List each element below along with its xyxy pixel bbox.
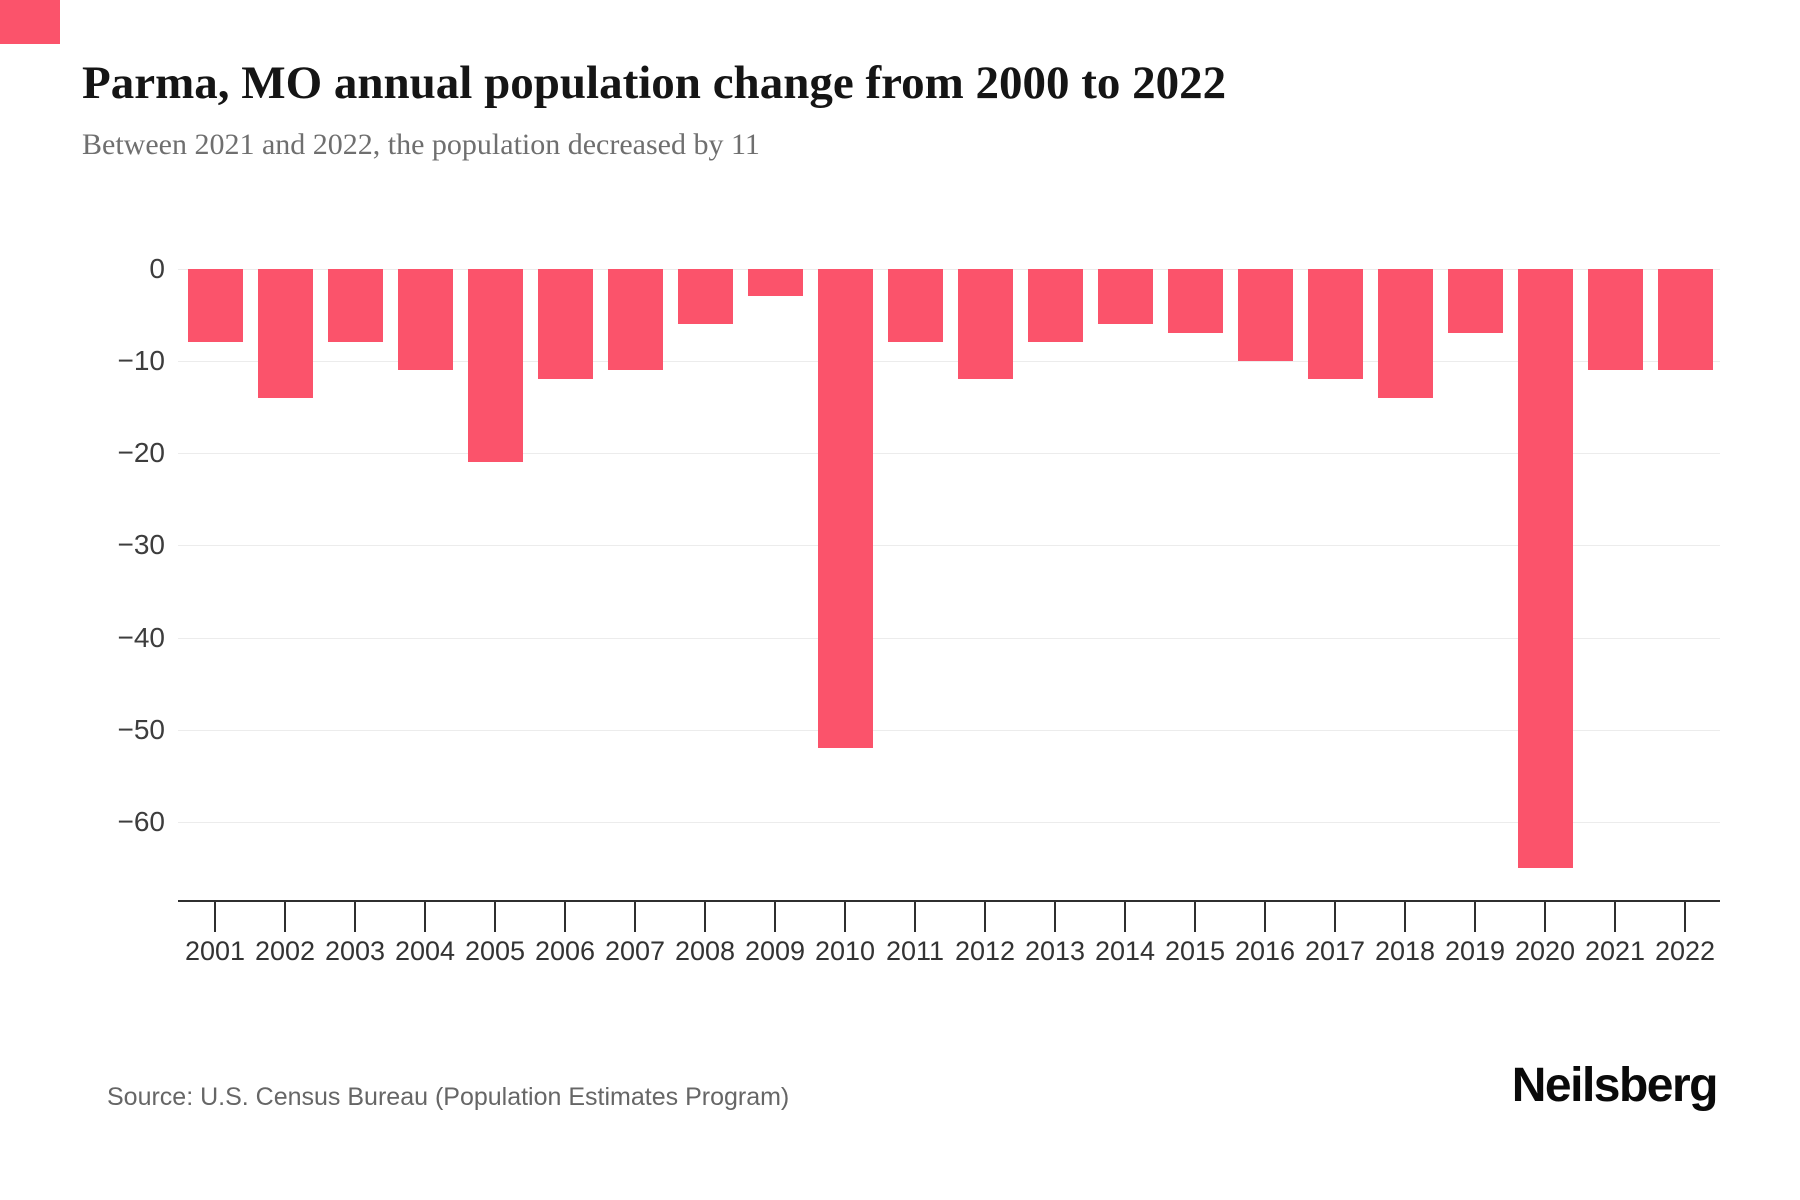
x-tick-2007 [634, 902, 636, 932]
x-tick-2004 [424, 902, 426, 932]
y-tick-label--60: −60 [117, 806, 166, 838]
x-tick-2022 [1684, 902, 1686, 932]
bar-2019 [1447, 268, 1503, 334]
x-tick-label-2016: 2016 [1234, 936, 1296, 966]
x-tick-label-2007: 2007 [604, 936, 666, 966]
page-subtitle: Between 2021 and 2022, the population de… [82, 128, 760, 161]
bar-2017 [1307, 268, 1363, 380]
x-tick-2015 [1194, 902, 1196, 932]
bar-2011 [887, 268, 943, 343]
x-tick-2003 [354, 902, 356, 932]
x-tick-2016 [1264, 902, 1266, 932]
source-note: Source: U.S. Census Bureau (Population E… [107, 1083, 790, 1111]
x-tick-2019 [1474, 902, 1476, 932]
x-tick-label-2019: 2019 [1444, 936, 1506, 966]
x-tick-2006 [564, 902, 566, 932]
x-tick-label-2022: 2022 [1654, 936, 1716, 966]
brand-logo: Neilsberg [1511, 1059, 1719, 1112]
x-tick-label-2012: 2012 [954, 936, 1016, 966]
x-tick-2002 [284, 902, 286, 932]
y-tick-label--50: −50 [117, 714, 166, 745]
x-tick-label-2001: 2001 [184, 936, 246, 966]
x-tick-2012 [984, 902, 986, 932]
x-tick-label-2004: 2004 [394, 936, 456, 966]
bar-2018 [1377, 268, 1433, 398]
bar-2012 [957, 268, 1013, 380]
x-tick-label-2013: 2013 [1024, 936, 1086, 966]
x-tick-2014 [1124, 902, 1126, 932]
x-tick-label-2003: 2003 [324, 936, 386, 966]
bar-chart: 0 −10 −20 −30 −40 −50 −60 2001 2002 2003 2004 2005 2… [117, 252, 1720, 966]
bar-2003 [327, 268, 383, 343]
y-tick-label--40: −40 [117, 621, 166, 653]
x-tick-2005 [494, 902, 496, 932]
y-gridline--30 [178, 545, 1720, 547]
bar-2022 [1657, 268, 1713, 371]
x-tick-label-2010: 2010 [814, 936, 876, 966]
x-tick-2001 [214, 902, 216, 932]
x-tick-2008 [704, 902, 706, 932]
x-tick-2009 [774, 902, 776, 932]
bar-2002 [257, 268, 313, 398]
x-tick-label-2020: 2020 [1514, 936, 1576, 966]
x-tick-label-2009: 2009 [744, 936, 806, 966]
x-tick-2010 [844, 902, 846, 932]
y-gridline--60 [178, 822, 1720, 824]
x-tick-label-2006: 2006 [534, 936, 596, 966]
x-tick-2020 [1544, 902, 1546, 932]
bar-2013 [1027, 268, 1083, 343]
x-tick-label-2021: 2021 [1584, 936, 1646, 966]
x-tick-2018 [1404, 902, 1406, 932]
y-gridline--10 [178, 360, 1720, 362]
x-tick-label-2008: 2008 [674, 936, 736, 966]
x-axis-line [178, 900, 1720, 902]
x-tick-label-2005: 2005 [464, 936, 526, 966]
bar-2009 [747, 268, 803, 297]
x-tick-2021 [1614, 902, 1616, 932]
y-gridline--20 [178, 453, 1720, 455]
x-tick-label-2002: 2002 [254, 936, 316, 966]
y-gridline-0 [178, 268, 1720, 270]
x-tick-2017 [1334, 902, 1336, 932]
bar-2021 [1587, 268, 1643, 371]
bar-2020 [1517, 268, 1573, 869]
x-tick-label-2014: 2014 [1094, 936, 1156, 966]
bar-2014 [1097, 268, 1153, 324]
bar-2005 [467, 268, 523, 463]
accent-corner-mark [0, 0, 60, 44]
bar-2007 [607, 268, 663, 371]
bar-2004 [397, 268, 453, 371]
bar-2006 [537, 268, 593, 380]
y-tick-label--10: −10 [117, 344, 166, 376]
page-title: Parma, MO annual population change from … [82, 57, 1227, 109]
bar-2001 [187, 268, 243, 343]
bar-2015 [1167, 268, 1223, 334]
bar-2016 [1237, 268, 1293, 361]
x-tick-label-2018: 2018 [1374, 936, 1436, 966]
x-tick-2011 [914, 902, 916, 932]
y-tick-label--30: −30 [117, 529, 166, 561]
x-tick-2013 [1054, 902, 1056, 932]
y-tick-label--20: −20 [117, 437, 166, 469]
bar-2010 [817, 268, 873, 749]
x-tick-label-2017: 2017 [1304, 936, 1366, 966]
y-tick-label-0: 0 [149, 252, 165, 284]
x-tick-label-2011: 2011 [885, 936, 945, 966]
y-gridline--50 [178, 730, 1720, 731]
bar-2008 [677, 268, 733, 324]
x-tick-label-2015: 2015 [1164, 936, 1226, 966]
y-gridline--40 [178, 637, 1720, 639]
